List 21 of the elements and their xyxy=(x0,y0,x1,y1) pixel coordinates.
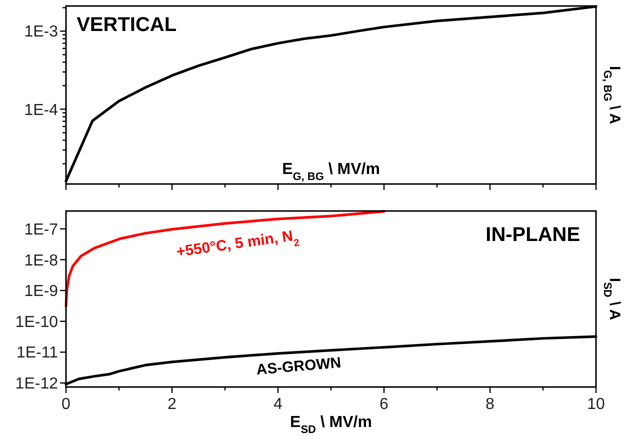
x-axis-title: E$_{SD}$ \ MV/m xyxy=(290,414,372,436)
x-tick-label: 6 xyxy=(380,396,389,413)
line-series xyxy=(64,210,386,308)
x-tick-label: 8 xyxy=(486,396,495,413)
series-label: AS-GROWN xyxy=(256,354,342,379)
y-tick-label: 1E-4 xyxy=(24,102,58,119)
y-tick-label: 1E-3 xyxy=(24,24,58,41)
x-tick-label: 2 xyxy=(168,396,177,413)
annotation: IN-PLANE xyxy=(486,224,580,246)
y-tick-label: 1E-11 xyxy=(16,344,58,362)
x-tick-label: 10 xyxy=(587,396,605,413)
y-tick-label: 1E-10 xyxy=(15,314,58,331)
x-tick-label: 0 xyxy=(62,396,71,413)
y-tick-label: 1E-8 xyxy=(24,252,58,270)
x-tick-label: 4 xyxy=(274,396,283,413)
y-tick-label: 1E-7 xyxy=(24,221,58,238)
y-tick-label: 1E-9 xyxy=(24,283,58,300)
annotation: VERTICAL xyxy=(76,14,177,36)
line-series xyxy=(64,5,598,182)
y-tick-label: 1E-12 xyxy=(15,376,58,393)
x-axis-title: E$_{G, BG}$ \ MV/m xyxy=(282,161,380,183)
